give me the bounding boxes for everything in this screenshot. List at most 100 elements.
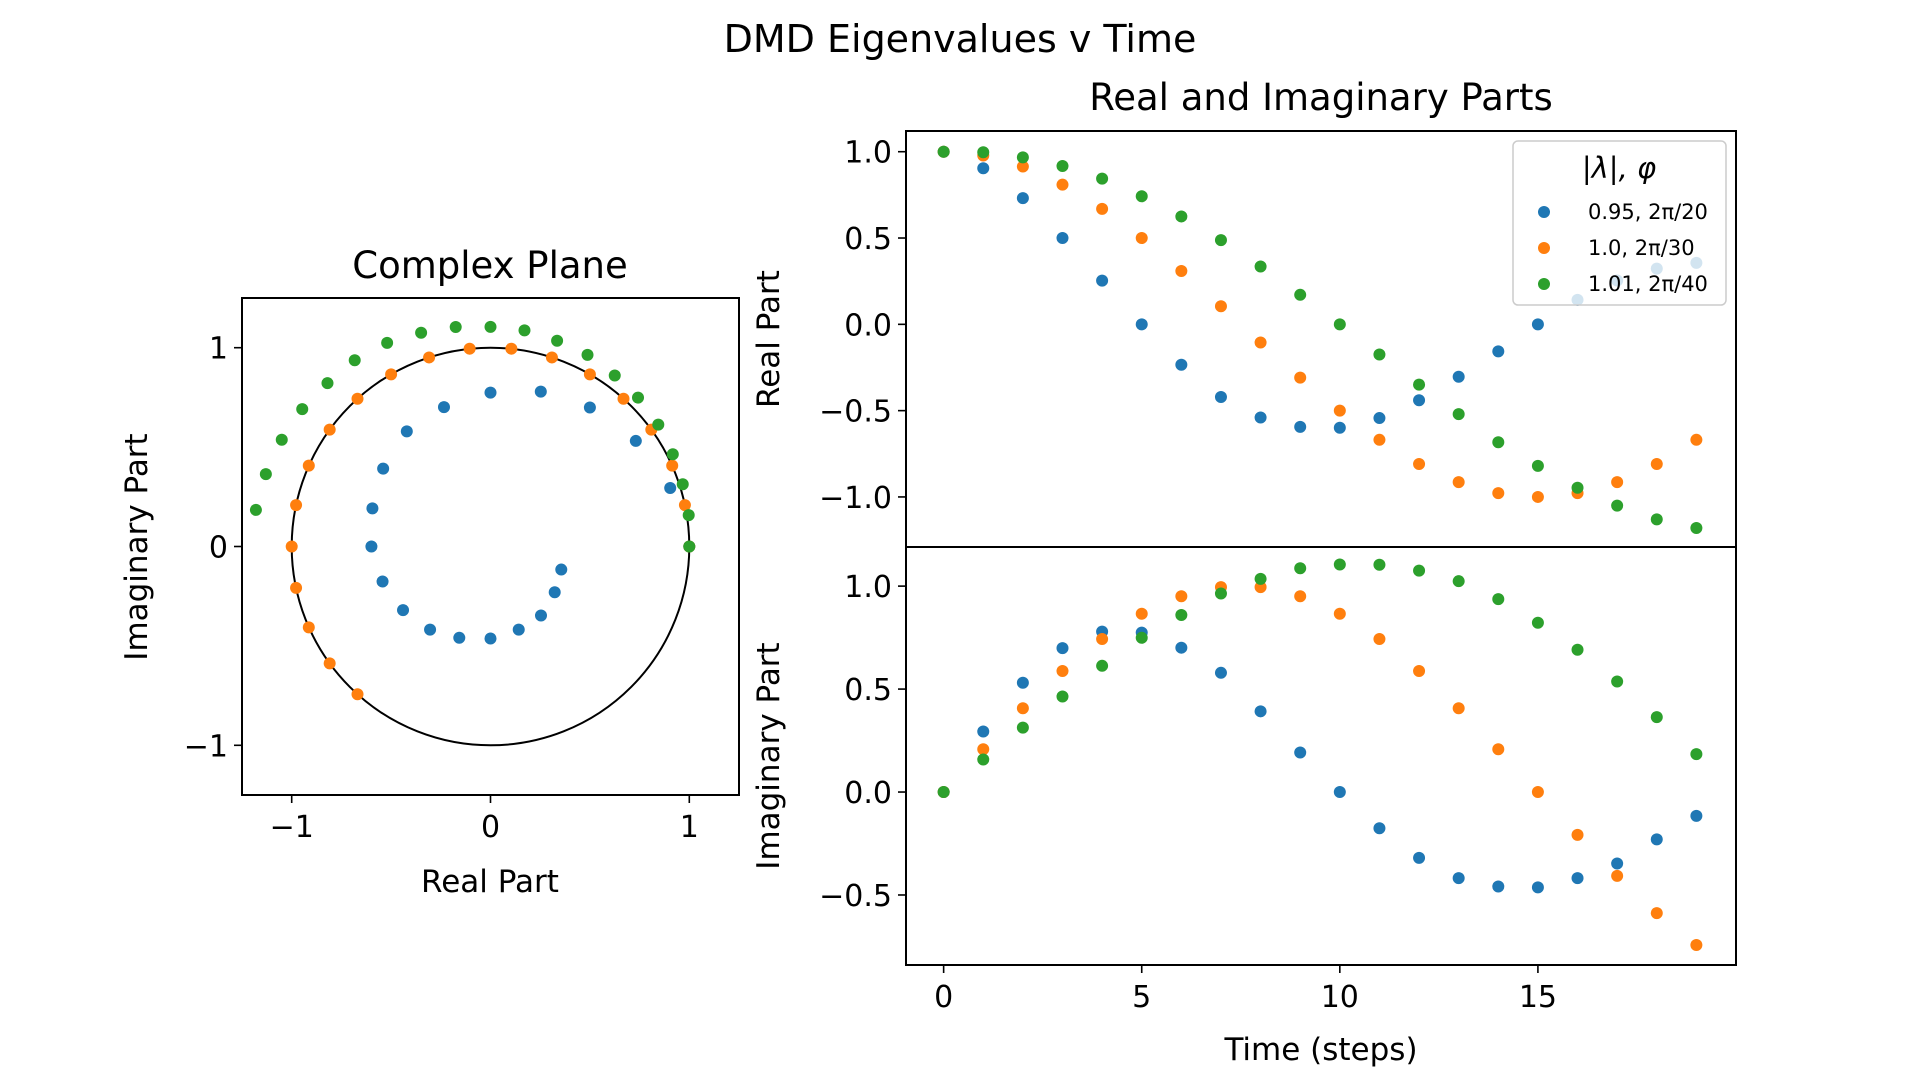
imag-part-point-series-2 (1690, 748, 1703, 761)
imag-part-point-series-1 (1452, 702, 1465, 715)
real-part-point-series-0 (1333, 421, 1346, 434)
real-part-point-series-0 (1492, 345, 1505, 358)
imag-part-ytick-label: 0.0 (844, 776, 892, 811)
complex-plane-point-series-0 (437, 401, 450, 414)
complex-plane-ytick-label: 0 (209, 531, 228, 566)
complex-plane-point-series-2 (551, 334, 564, 347)
imag-part-point-series-1 (1294, 590, 1307, 603)
complex-plane-point-series-0 (629, 434, 642, 447)
complex-plane-point-series-1 (351, 688, 364, 701)
complex-plane-xtick-label: 1 (680, 810, 699, 845)
imag-part-point-series-0 (1214, 666, 1227, 679)
imag-part-point-series-2 (1016, 721, 1029, 734)
imag-part-point-series-1 (1135, 607, 1148, 620)
imag-part-point-series-1 (1611, 869, 1624, 882)
real-part-ytick-label: 1.0 (844, 136, 892, 171)
real-part-point-series-2 (1135, 190, 1148, 203)
real-part-point-series-2 (1611, 499, 1624, 512)
real-part-point-series-2 (1214, 234, 1227, 247)
legend: |λ|, φ 0.95, 2π/20 1.0, 2π/30 1.01, 2π/40 (1512, 140, 1727, 306)
complex-plane-point-series-2 (321, 377, 334, 390)
complex-plane-point-series-0 (365, 540, 378, 553)
real-part-point-series-1 (1413, 457, 1426, 470)
complex-plane-point-series-2 (484, 320, 497, 333)
imag-part-point-series-1 (1373, 633, 1386, 646)
real-part-point-series-2 (1492, 436, 1505, 449)
imag-part-point-series-1 (1690, 939, 1703, 952)
figure-title: DMD Eigenvalues v Time (724, 17, 1197, 61)
complex-plane-point-series-2 (415, 326, 428, 339)
imag-part-point-series-1 (1531, 786, 1544, 799)
imag-part-point-series-1 (1492, 743, 1505, 756)
imag-part-point-series-0 (1413, 851, 1426, 864)
imag-part-point-series-0 (1650, 833, 1663, 846)
imag-part-point-series-1 (1413, 664, 1426, 677)
real-part-point-series-1 (1294, 371, 1307, 384)
real-part-points (937, 145, 1703, 535)
real-part-point-series-2 (977, 146, 990, 159)
imag-part-point-series-2 (1492, 593, 1505, 606)
complex-plane-point-series-2 (666, 448, 679, 461)
imag-part-point-series-1 (1254, 581, 1267, 594)
imag-part-point-series-0 (1254, 705, 1267, 718)
complex-plane-point-series-1 (323, 657, 336, 670)
imag-part-point-series-2 (1294, 562, 1307, 575)
complex-plane-points (249, 320, 696, 701)
imag-part-point-series-2 (937, 786, 950, 799)
legend-marker (1538, 206, 1550, 218)
complex-plane-xlabel: Real Part (421, 864, 559, 900)
real-part-point-series-2 (1571, 481, 1584, 494)
imag-part-xtick-label: 10 (1321, 980, 1359, 1015)
complex-plane-point-series-2 (259, 468, 272, 481)
imag-part-point-series-2 (1254, 572, 1267, 585)
complex-plane-point-series-2 (518, 324, 531, 337)
real-part-point-series-1 (1214, 300, 1227, 313)
real-part-point-series-2 (1056, 160, 1069, 173)
imag-part-xtick-label: 15 (1519, 980, 1557, 1015)
imag-part-point-series-2 (1373, 558, 1386, 571)
imag-part-point-series-0 (1016, 676, 1029, 689)
complex-plane-point-series-1 (678, 499, 691, 512)
real-part-point-series-2 (1373, 348, 1386, 361)
imag-part-point-series-0 (1611, 857, 1624, 870)
imag-part-point-series-2 (1413, 564, 1426, 577)
complex-plane-xtick-label: 0 (481, 810, 500, 845)
legend-label: 1.01, 2π/40 (1588, 272, 1708, 296)
imag-part-ytick-label: 0.5 (844, 673, 892, 708)
imag-part-ylabel: Imaginary Part (751, 642, 787, 869)
real-part-point-series-1 (1690, 433, 1703, 446)
real-part-ylabel: Real Part (751, 270, 787, 408)
imag-part-point-series-0 (1333, 786, 1346, 799)
real-part-point-series-2 (1413, 378, 1426, 391)
real-part-point-series-2 (1175, 210, 1188, 223)
complex-plane-point-series-1 (505, 342, 518, 355)
complex-plane-point-series-0 (376, 575, 389, 588)
imag-part-point-series-2 (1611, 675, 1624, 688)
real-imag-title: Real and Imaginary Parts (1089, 76, 1553, 119)
real-part-point-series-0 (1135, 318, 1148, 331)
real-part-point-series-0 (1056, 232, 1069, 245)
imag-part-panel: 1.0 0.5 0.0 −0.5 0 5 10 15 Time (steps) Imagina… (751, 546, 1737, 1068)
imag-part-point-series-2 (1096, 659, 1109, 672)
complex-plane-point-series-2 (608, 369, 621, 382)
complex-plane-point-series-2 (652, 418, 665, 431)
imag-part-point-series-2 (977, 753, 990, 766)
complex-plane-ytick-label: 1 (209, 332, 228, 367)
complex-plane-point-series-0 (377, 462, 390, 475)
real-part-point-series-1 (1175, 264, 1188, 277)
complex-plane-point-series-0 (664, 482, 677, 495)
complex-plane-point-series-1 (302, 459, 315, 472)
imag-part-ytick-label: −0.5 (819, 879, 892, 914)
real-part-point-series-0 (1531, 318, 1544, 331)
imag-part-point-series-1 (1333, 607, 1346, 620)
legend-label: 0.95, 2π/20 (1588, 200, 1708, 224)
complex-plane-point-series-2 (348, 354, 361, 367)
real-part-point-series-1 (1650, 457, 1663, 470)
imag-part-xtick-label: 5 (1132, 980, 1151, 1015)
imag-part-point-series-0 (1373, 822, 1386, 835)
legend-box (1512, 140, 1727, 306)
imag-part-frame (905, 546, 1737, 966)
imag-part-ticks: 1.0 0.5 0.0 −0.5 0 5 10 15 (819, 570, 1557, 1015)
real-part-point-series-0 (1373, 412, 1386, 425)
imag-part-point-series-0 (1492, 880, 1505, 893)
